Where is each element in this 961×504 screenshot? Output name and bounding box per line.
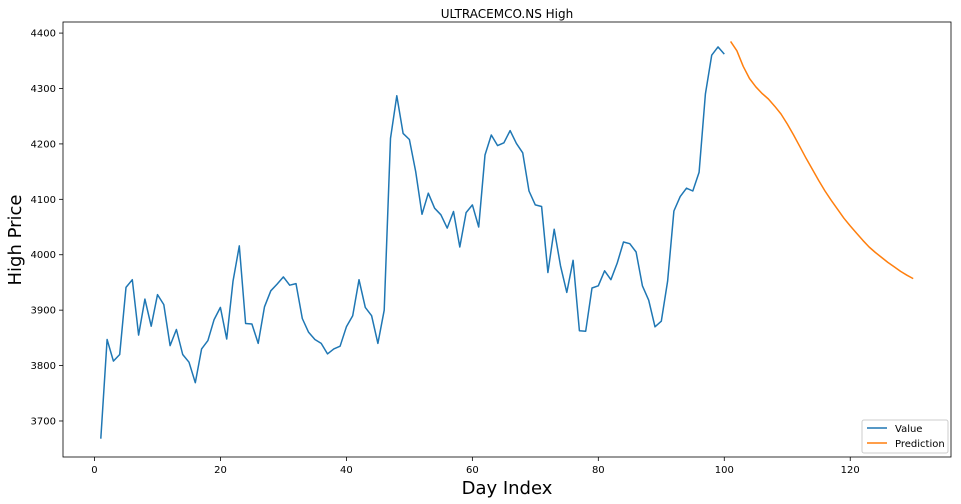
chart-title: ULTRACEMCO.NS High [441, 7, 573, 21]
x-axis-label: Day Index [462, 478, 553, 499]
x-tick-label: 20 [214, 465, 227, 476]
y-axis-label: High Price [5, 194, 26, 285]
series-line-prediction [729, 40, 914, 280]
x-tick-label: 120 [841, 465, 860, 476]
x-tick-label: 60 [466, 465, 479, 476]
x-tick-label: 0 [91, 465, 97, 476]
legend-label-prediction: Prediction [895, 439, 945, 450]
x-tick-label: 100 [715, 465, 734, 476]
x-axis: 0 20 40 60 80 100 120 [91, 457, 860, 476]
x-tick-label: 80 [592, 465, 605, 476]
legend-label-value: Value [895, 424, 922, 435]
y-tick-label: 4000 [31, 250, 56, 261]
y-tick-label: 4200 [31, 139, 56, 150]
y-tick-label: 3800 [31, 361, 56, 372]
y-tick-label: 4300 [31, 84, 56, 95]
series-group [100, 40, 914, 439]
series-line-value [100, 46, 725, 439]
y-tick-label: 3900 [31, 306, 56, 317]
y-tick-label: 3700 [31, 416, 56, 427]
y-axis: 3700 3800 3900 4000 4100 4200 4300 4400 [31, 29, 63, 427]
x-tick-label: 40 [340, 465, 353, 476]
plot-frame [62, 21, 952, 458]
y-tick-label: 4400 [31, 29, 56, 40]
legend: Value Prediction [861, 419, 949, 454]
y-tick-label: 4100 [31, 195, 56, 206]
